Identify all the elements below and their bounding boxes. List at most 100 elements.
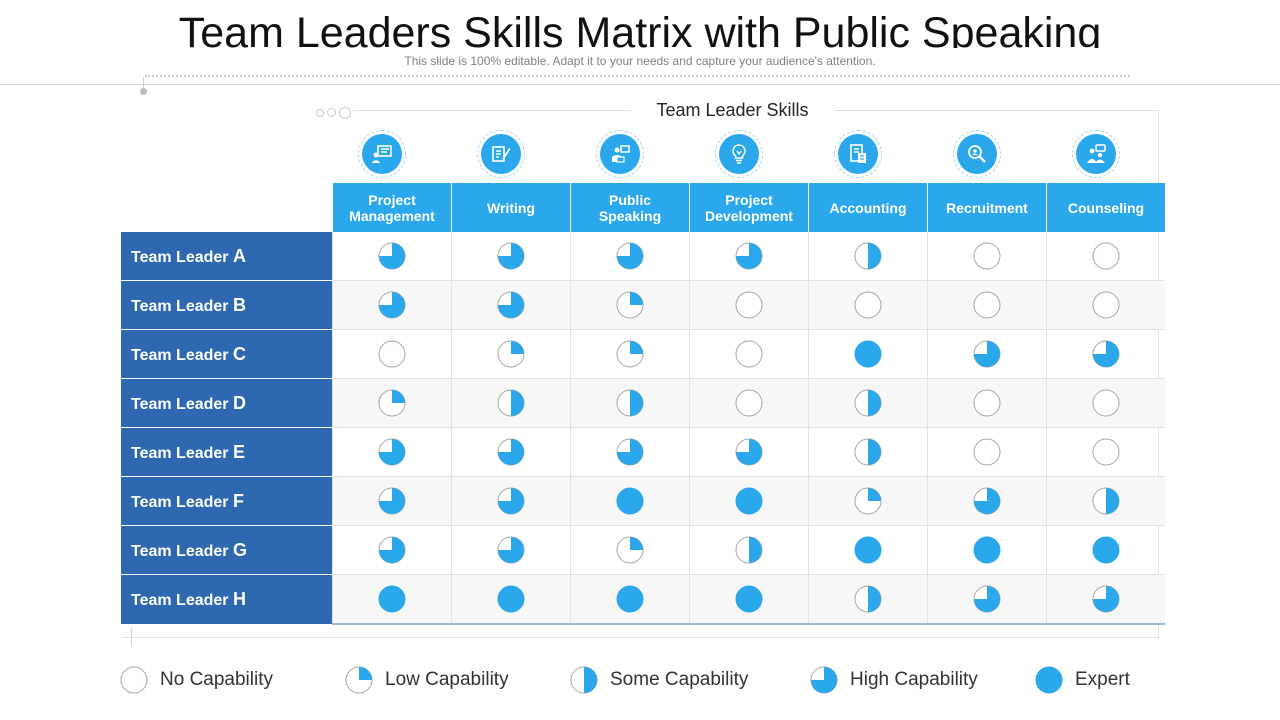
skill-header-counseling: Counseling xyxy=(1046,183,1165,232)
skill-cell xyxy=(451,378,571,428)
harvey-ball-some-capability xyxy=(571,389,689,417)
team-leader-prefix: Team Leader xyxy=(131,248,233,266)
harvey-ball-high-capability xyxy=(928,585,1046,613)
team-leader-prefix: Team Leader xyxy=(131,591,233,609)
skill-cell xyxy=(689,525,809,575)
harvey-ball-expert xyxy=(452,585,570,613)
skill-header-line: Development xyxy=(705,207,793,224)
skill-cell xyxy=(1046,232,1165,281)
page-title: Team Leaders Skills Matrix with Public S… xyxy=(178,9,1102,48)
skills-header-row: Project Management Writing Public Speaking Pr… xyxy=(121,183,1165,232)
skill-cell xyxy=(451,476,571,526)
skill-icon-cell xyxy=(679,128,798,180)
counseling-icon xyxy=(1072,130,1121,178)
harvey-ball-high-capability xyxy=(571,242,689,270)
skill-cell xyxy=(1046,378,1165,428)
legend-label: Low Capability xyxy=(385,669,509,690)
harvey-ball-low-capability xyxy=(452,340,570,368)
skill-cell xyxy=(1046,329,1165,379)
harvey-ball-expert xyxy=(571,585,689,613)
header-divider xyxy=(0,84,1280,85)
harvey-ball-high-capability xyxy=(452,438,570,466)
table-row: Team Leader G xyxy=(121,525,1165,575)
harvey-ball-expert xyxy=(571,487,689,515)
team-leader-letter: B xyxy=(232,294,246,315)
skill-cell xyxy=(570,232,690,281)
legend-item-no-capability: No Capability xyxy=(120,664,273,696)
legend-harvey-ball xyxy=(120,666,148,694)
skill-cell xyxy=(808,427,928,477)
skill-header-public-speaking: Public Speaking xyxy=(570,183,690,232)
skill-icon-cell xyxy=(799,128,918,180)
harvey-ball-low-capability xyxy=(571,340,689,368)
skill-cell xyxy=(451,329,571,379)
skill-header-line: Writing xyxy=(487,199,535,216)
harvey-ball-low-capability xyxy=(333,389,451,417)
harvey-ball-expert xyxy=(928,536,1046,564)
skill-header-line: Speaking xyxy=(598,207,662,224)
skill-header-recruitment: Recruitment xyxy=(927,183,1047,232)
legend-item-some-capability: Some Capability xyxy=(570,664,748,696)
table-row: Team Leader D xyxy=(121,378,1165,428)
harvey-ball-high-capability xyxy=(333,487,451,515)
skill-icon-cell xyxy=(322,128,441,180)
project-management-icon xyxy=(357,130,406,178)
harvey-ball-expert xyxy=(809,340,927,368)
skill-cell xyxy=(332,329,452,379)
skill-cell xyxy=(570,427,690,477)
harvey-ball-no-capability xyxy=(928,389,1046,417)
legend-harvey-ball xyxy=(1035,666,1063,694)
team-leader-prefix: Team Leader xyxy=(131,395,233,413)
harvey-ball-low-capability xyxy=(571,291,689,319)
group-title-line-left xyxy=(354,110,630,111)
skill-cell xyxy=(927,232,1047,281)
harvey-ball-some-capability xyxy=(809,585,927,613)
harvey-ball-no-capability xyxy=(690,291,808,319)
skill-cell xyxy=(570,525,690,575)
skill-cell xyxy=(689,378,809,428)
skill-header-line: Counseling xyxy=(1067,199,1145,216)
skill-cell xyxy=(689,329,809,379)
skill-cell xyxy=(451,574,571,625)
harvey-ball-no-capability xyxy=(1047,389,1165,417)
skill-cell xyxy=(689,574,809,625)
harvey-ball-high-capability xyxy=(690,242,808,270)
harvey-ball-no-capability xyxy=(1047,242,1165,270)
legend-label: High Capability xyxy=(850,669,978,690)
legend-item-expert: Expert xyxy=(1035,664,1130,696)
divider-lead-dot xyxy=(140,88,147,95)
harvey-ball-high-capability xyxy=(333,438,451,466)
table-row: Team Leader E xyxy=(121,427,1165,477)
harvey-ball-no-capability xyxy=(928,242,1046,270)
skill-header-line: Recruitment xyxy=(946,199,1028,216)
skill-cell xyxy=(332,525,452,575)
skill-cell xyxy=(451,525,571,575)
team-leader-label: Team Leader F xyxy=(121,476,333,526)
team-leader-prefix: Team Leader xyxy=(131,346,233,364)
skill-cell xyxy=(808,525,928,575)
harvey-ball-high-capability xyxy=(452,487,570,515)
skill-cell xyxy=(927,378,1047,428)
harvey-ball-high-capability xyxy=(452,242,570,270)
legend-label: Expert xyxy=(1075,669,1130,690)
public-speaking-icon xyxy=(595,130,644,178)
harvey-ball-no-capability xyxy=(809,291,927,319)
skill-icon-cell xyxy=(441,128,560,180)
lightbulb-icon xyxy=(714,130,763,178)
skill-cell xyxy=(927,574,1047,625)
skill-cell xyxy=(1046,525,1165,575)
skill-icon-row xyxy=(322,128,1156,180)
skill-header-line: Project xyxy=(368,191,416,208)
skill-cell xyxy=(332,280,452,330)
team-leader-prefix: Team Leader xyxy=(131,493,233,511)
skill-cell xyxy=(808,329,928,379)
harvey-ball-expert xyxy=(1047,536,1165,564)
table-row: Team Leader H xyxy=(121,574,1165,625)
skill-header-writing: Writing xyxy=(451,183,571,232)
legend-harvey-ball xyxy=(570,666,598,694)
skill-header-project-management: Project Management xyxy=(332,183,452,232)
skill-cell xyxy=(808,476,928,526)
skill-cell xyxy=(1046,280,1165,330)
skill-cell xyxy=(927,476,1047,526)
table-row: Team Leader B xyxy=(121,280,1165,330)
